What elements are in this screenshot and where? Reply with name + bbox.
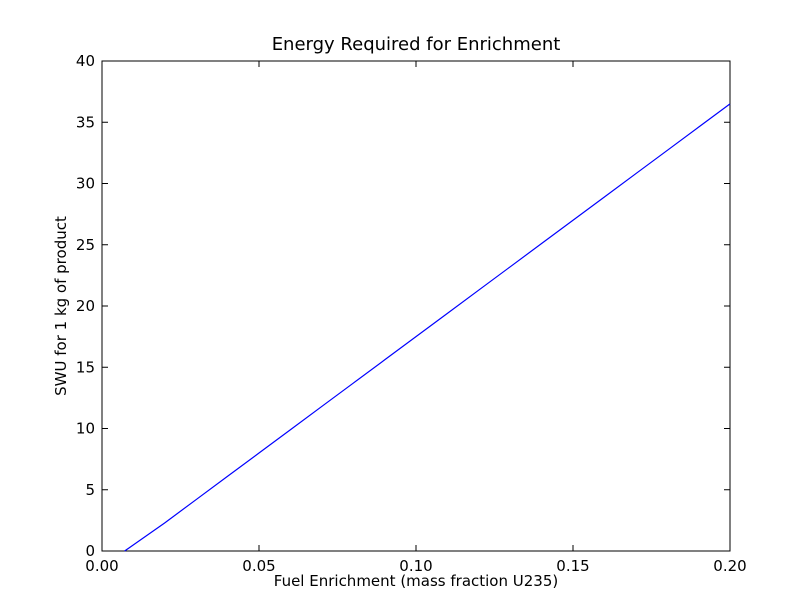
x-axis-ticks: 0.00 0.05 0.10 0.15 0.20 [85, 61, 747, 575]
y-tick-label: 10 [76, 420, 95, 438]
series-layer [124, 103, 731, 552]
series-line [124, 103, 731, 552]
x-tick-label: 0.15 [556, 557, 589, 575]
y-tick-label: 15 [76, 358, 95, 376]
y-tick-label: 5 [85, 481, 95, 499]
x-axis-label: Fuel Enrichment (mass fraction U235) [274, 572, 558, 590]
y-tick-label: 20 [76, 297, 95, 315]
plot-frame [101, 60, 731, 552]
y-tick-label: 0 [85, 542, 95, 560]
y-tick-label: 40 [76, 52, 95, 70]
chart-title: Energy Required for Enrichment [272, 34, 561, 55]
y-axis-ticks: 0 5 10 15 20 25 30 35 40 [76, 52, 730, 560]
y-tick-label: 25 [76, 236, 95, 254]
x-tick-label: 0.20 [713, 557, 746, 575]
y-tick-label: 35 [76, 113, 95, 131]
y-tick-label: 30 [76, 175, 95, 193]
x-tick-label: 0.10 [399, 557, 432, 575]
x-tick-label: 0.00 [85, 557, 118, 575]
y-axis-label: SWU for 1 kg of product [52, 216, 70, 396]
x-tick-label: 0.05 [242, 557, 275, 575]
